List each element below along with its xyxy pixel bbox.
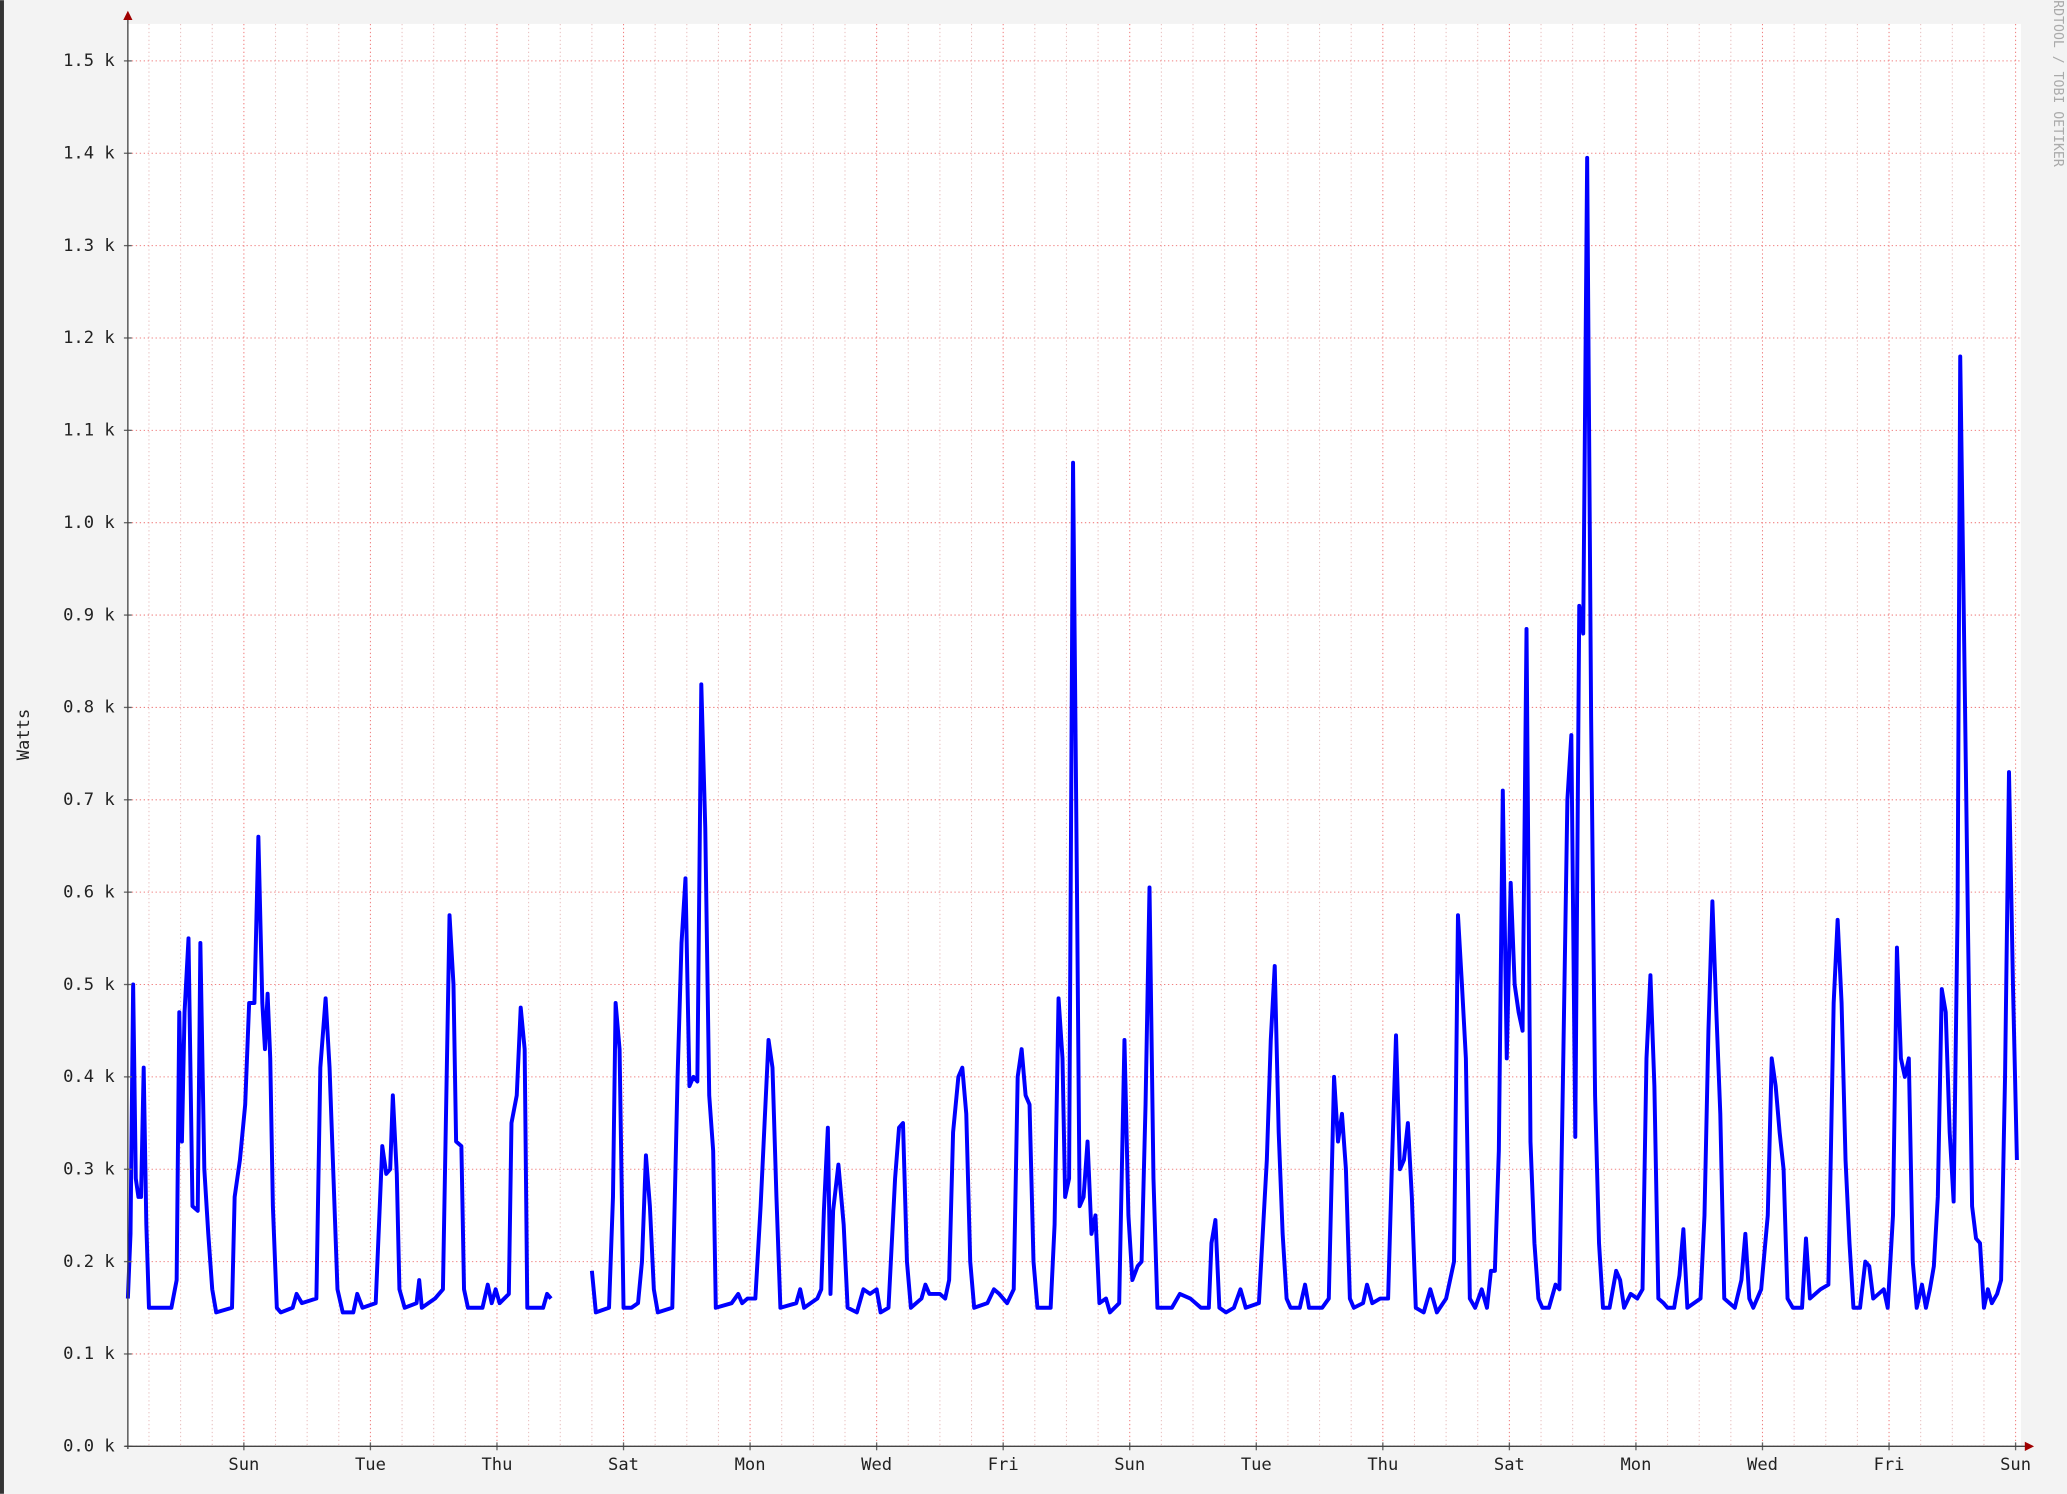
x-tick-label: Sun (228, 1455, 259, 1475)
y-tick-label: 0.3 k (63, 1160, 115, 1180)
x-tick-label: Tue (1241, 1455, 1272, 1475)
x-tick-label: Thu (1367, 1455, 1398, 1475)
y-tick-label: 0.5 k (63, 975, 115, 995)
y-tick-label: 0.0 k (63, 1437, 115, 1457)
y-tick-label: 1.1 k (63, 421, 115, 441)
x-tick-label: Sun (2000, 1455, 2031, 1475)
y-tick-label: 0.1 k (63, 1344, 115, 1364)
y-tick-label: 1.4 k (63, 144, 115, 164)
x-tick-label: Sat (1494, 1455, 1525, 1475)
x-tick-label: Mon (1620, 1455, 1651, 1475)
x-axis-arrow (2024, 1441, 2035, 1451)
x-tick-label: Fri (1874, 1455, 1905, 1475)
y-axis-label: Watts (14, 709, 34, 761)
x-tick-label: Wed (1747, 1455, 1778, 1475)
axes: 0.0 k 0.1 k 0.2 k 0.3 k 0.4 k 0.5 k 0.6 k 0.7 k… (63, 10, 2035, 1475)
y-tick-label: 0.6 k (63, 882, 115, 902)
credit: RRDTOOL / TOBI OETIKER (2050, 0, 2065, 167)
y-tick-label: 0.9 k (63, 605, 115, 625)
series (125, 155, 2019, 1315)
x-tick-label: Sun (1114, 1455, 1145, 1475)
x-tick-label: Thu (482, 1455, 513, 1475)
y-axis-arrow (123, 10, 133, 20)
x-tick-label: Mon (735, 1455, 766, 1475)
y-tick-label: 1.3 k (63, 236, 115, 256)
x-tick-label: Wed (861, 1455, 892, 1475)
y-tick-label: 0.2 k (63, 1252, 115, 1272)
y-tick-label: 0.8 k (63, 698, 115, 718)
y-tick-label: 1.0 k (63, 513, 115, 533)
y-tick-label: 0.4 k (63, 1067, 115, 1087)
y-tick-label: 1.5 k (63, 51, 115, 71)
y-tick-label: 0.7 k (63, 790, 115, 810)
left-edge (0, 0, 4, 1494)
x-tick-label: Tue (355, 1455, 386, 1475)
y-tick-label: 1.2 k (63, 328, 115, 348)
data-line (125, 155, 2019, 1315)
x-tick-label: Sat (608, 1455, 639, 1475)
x-tick-label: Fri (988, 1455, 1019, 1475)
